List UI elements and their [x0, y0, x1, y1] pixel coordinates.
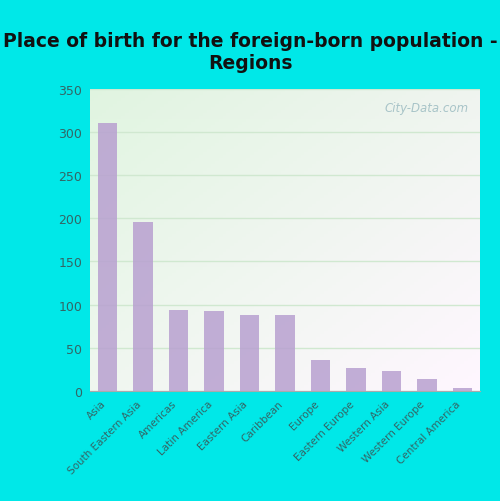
Bar [310, 361, 330, 391]
Bar [169, 310, 188, 391]
Bar [134, 222, 153, 391]
Bar [240, 315, 260, 391]
Bar [346, 368, 366, 391]
Bar [204, 311, 224, 391]
Text: Place of birth for the foreign-born population -
Regions: Place of birth for the foreign-born popu… [2, 32, 498, 73]
Bar [275, 315, 295, 391]
Bar [417, 379, 436, 391]
Text: City-Data.com: City-Data.com [384, 102, 468, 115]
Bar [382, 371, 401, 391]
Bar [98, 124, 117, 391]
Bar [452, 388, 472, 391]
